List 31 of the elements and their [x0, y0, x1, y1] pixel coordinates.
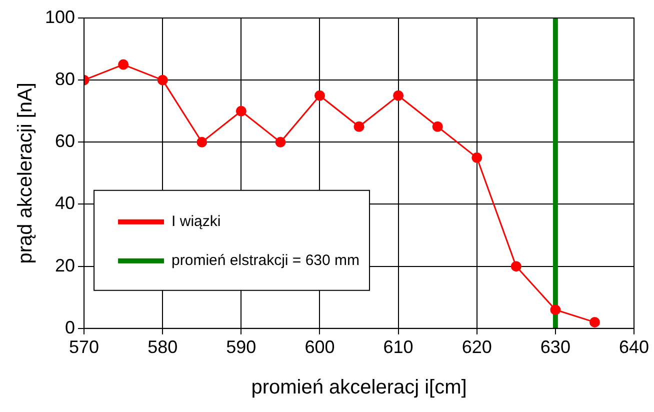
legend-label: I wiązki [172, 213, 221, 230]
point [550, 304, 561, 316]
x-tick-label: 570 [69, 337, 100, 358]
x-tick-label: 630 [540, 337, 570, 358]
point [510, 261, 522, 272]
y-tick-label: 0 [65, 317, 76, 338]
point [589, 316, 600, 328]
point [472, 152, 482, 163]
x-tick-label: 610 [383, 337, 414, 358]
y-tick-label: 40 [55, 193, 76, 214]
x-tick-label: 640 [618, 337, 650, 358]
x-tick-label: 580 [148, 337, 178, 358]
point [236, 106, 246, 116]
point [432, 121, 443, 132]
point [157, 74, 168, 86]
y-tick-label: 100 [44, 6, 76, 27]
point [196, 136, 208, 148]
point [118, 59, 129, 70]
x-tick-label: 590 [226, 337, 256, 358]
y-tick-label: 60 [55, 131, 76, 152]
point [354, 121, 364, 132]
point [275, 136, 286, 148]
point [314, 90, 325, 101]
y-tick-label: 80 [55, 69, 76, 90]
legend-label: promień elstrakcji = 630 mm [172, 252, 360, 270]
y-axis-title: prąd akceleracji [nA] [14, 82, 37, 264]
y-tick-label: 20 [55, 255, 76, 276]
x-axis-title: promień akceleracj i[cm] [251, 376, 467, 399]
x-tick-label: 600 [304, 337, 335, 358]
point [393, 90, 404, 101]
x-tick-label: 620 [462, 337, 492, 358]
